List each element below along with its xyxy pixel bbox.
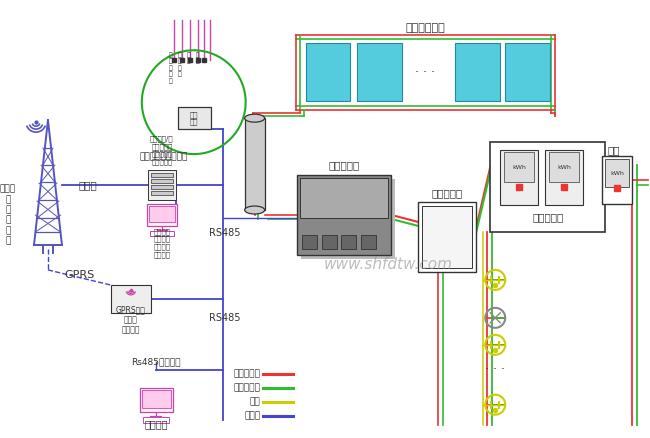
Text: 本地监控: 本地监控 <box>144 420 168 430</box>
Bar <box>322 235 337 249</box>
Bar <box>150 231 174 236</box>
Text: www.shfdtw.com: www.shfdtw.com <box>324 258 453 272</box>
Bar <box>500 150 538 205</box>
Text: 并网逆变器: 并网逆变器 <box>328 160 359 170</box>
Text: RS485: RS485 <box>209 228 240 238</box>
Bar <box>142 390 171 408</box>
Text: Rs485或以太网: Rs485或以太网 <box>131 357 180 366</box>
Text: 用户手机/平
板电脑远程
监控光伏电
站（选配）: 用户手机/平 板电脑远程 监控光伏电 站（选配） <box>150 136 174 165</box>
Bar <box>151 179 173 183</box>
Bar <box>306 43 350 101</box>
Text: GPRS数据
采集器
（选配）: GPRS数据 采集器 （选配） <box>116 305 146 335</box>
Text: 环
境
温
度: 环 境 温 度 <box>178 52 181 78</box>
Text: GPRS: GPRS <box>64 270 94 280</box>
Text: 用户配电箱: 用户配电箱 <box>532 212 564 222</box>
Bar <box>177 107 211 129</box>
Bar <box>147 204 177 226</box>
Text: kWh: kWh <box>610 170 624 176</box>
Text: 太
阳
辐
射
量: 太 阳 辐 射 量 <box>169 52 173 84</box>
Text: RS485: RS485 <box>209 313 240 323</box>
Text: 零火: 零火 <box>608 145 620 155</box>
Bar <box>151 173 173 177</box>
Bar <box>422 206 473 268</box>
Bar <box>142 417 169 423</box>
Text: 环境
监测: 环境 监测 <box>190 111 198 125</box>
Bar <box>111 285 151 313</box>
Text: · · ·: · · · <box>415 66 436 79</box>
Bar <box>151 185 173 189</box>
Text: 零线或负极: 零线或负极 <box>234 383 261 392</box>
Ellipse shape <box>244 114 265 122</box>
Text: 火线或正极: 火线或正极 <box>234 369 261 378</box>
Text: · · ·: · · · <box>486 363 505 376</box>
Bar <box>140 388 173 412</box>
Text: kWh: kWh <box>512 165 526 170</box>
Bar <box>244 118 265 210</box>
Bar <box>605 159 629 187</box>
Text: kWh: kWh <box>557 165 571 170</box>
Text: 联网电脑
远程监控
光伏电路
（选配）: 联网电脑 远程监控 光伏电路 （选配） <box>153 228 170 258</box>
Bar <box>148 170 176 200</box>
Bar <box>302 235 317 249</box>
Bar <box>545 150 583 205</box>
Text: 地线: 地线 <box>250 397 261 406</box>
Text: 风
向: 风 向 <box>196 52 200 64</box>
Bar <box>490 142 605 232</box>
Bar <box>504 152 534 182</box>
Bar <box>358 43 402 101</box>
Bar <box>296 175 391 255</box>
Bar <box>300 178 389 218</box>
Bar <box>361 235 376 249</box>
Text: 光伏组件方阵: 光伏组件方阵 <box>406 23 445 33</box>
Bar <box>455 43 500 101</box>
Text: 风
速: 风 速 <box>187 52 190 64</box>
Bar <box>151 191 173 195</box>
Text: 交流配电箱: 交流配电箱 <box>432 188 463 198</box>
Text: 通讯线: 通讯线 <box>244 411 261 420</box>
Bar <box>602 156 632 204</box>
Bar <box>505 43 550 101</box>
Bar <box>419 202 476 272</box>
Bar <box>341 235 356 249</box>
Text: 环境监测仪（选配）: 环境监测仪（选配） <box>140 152 188 162</box>
Bar <box>149 206 175 222</box>
Bar <box>300 179 395 259</box>
Ellipse shape <box>244 206 265 214</box>
Bar <box>549 152 579 182</box>
Text: 以太网: 以太网 <box>79 180 97 190</box>
Text: 服务器
云
计
算
中
心: 服务器 云 计 算 中 心 <box>0 184 16 246</box>
